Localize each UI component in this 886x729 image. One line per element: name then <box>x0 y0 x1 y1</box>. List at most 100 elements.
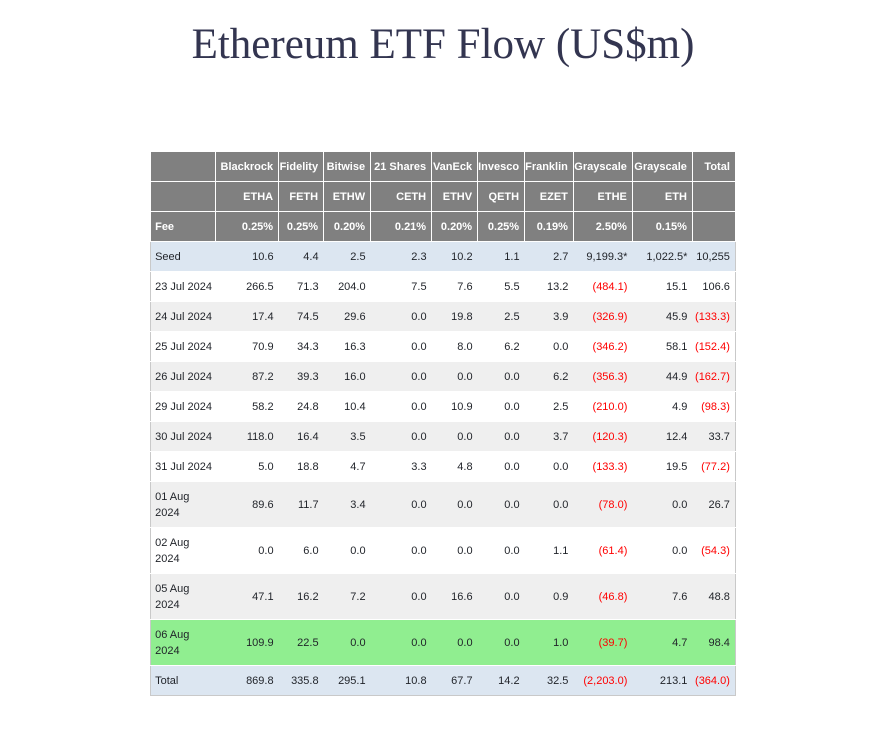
ticker-header-cell: ETH <box>631 181 693 212</box>
flow-value-cell: (346.2) <box>573 331 633 362</box>
fee-value-cell: 0.15% <box>631 211 693 242</box>
flow-value-cell: 5.0 <box>215 451 279 482</box>
flow-value-cell: 22.5 <box>278 619 324 666</box>
flow-value-cell: 19.5 <box>632 451 693 482</box>
flow-value-cell: 58.2 <box>215 391 279 422</box>
flow-value-cell: 335.8 <box>278 665 324 696</box>
flow-value-cell: (78.0) <box>573 481 633 528</box>
table-row: 26 Jul 2024 87.2 39.3 16.0 0.0 0.0 0.0 6.2 (356.… <box>150 361 736 392</box>
ticker-header-cell <box>691 181 736 212</box>
flow-value-cell: 0.0 <box>477 481 525 528</box>
fee-value-cell: 0.20% <box>323 211 372 242</box>
header-corner-cell <box>150 181 217 212</box>
flow-value-cell: 26.7 <box>692 481 736 528</box>
flow-value-cell: 0.0 <box>323 619 371 666</box>
flow-value-cell: 106.6 <box>692 271 736 302</box>
fee-value-cell: 0.20% <box>431 211 479 242</box>
flow-value-cell: 3.3 <box>370 451 432 482</box>
ticker-header-cell: ETHA <box>215 181 280 212</box>
flow-value-cell: 3.7 <box>524 421 574 452</box>
flow-value-cell: 0.0 <box>477 451 525 482</box>
flow-value-cell: (364.0) <box>692 665 736 696</box>
table-row: 29 Jul 2024 58.2 24.8 10.4 0.0 10.9 0.0 2.5 (210… <box>150 391 736 422</box>
flow-value-cell: (133.3) <box>573 451 633 482</box>
flow-value-cell: (77.2) <box>692 451 736 482</box>
flow-value-cell: (98.3) <box>692 391 736 422</box>
row-label: Seed <box>150 241 216 272</box>
row-label: 23 Jul 2024 <box>150 271 216 302</box>
flow-value-cell: 0.0 <box>524 331 574 362</box>
row-label: 30 Jul 2024 <box>150 421 216 452</box>
provider-header-cell: VanEck <box>431 151 479 182</box>
flow-value-cell: 17.4 <box>215 301 279 332</box>
provider-header-cell: Franklin <box>524 151 574 182</box>
flow-value-cell: 0.0 <box>524 481 574 528</box>
flow-value-cell: 89.6 <box>215 481 279 528</box>
flow-value-cell: 47.1 <box>215 573 279 620</box>
flow-value-cell: 10,255 <box>692 241 736 272</box>
flow-value-cell: 33.7 <box>692 421 736 452</box>
flow-value-cell: 1.0 <box>524 619 574 666</box>
flow-value-cell: 0.0 <box>632 527 693 574</box>
flow-value-cell: 58.1 <box>632 331 693 362</box>
flow-value-cell: 0.9 <box>524 573 574 620</box>
row-label: 02 Aug 2024 <box>150 527 216 574</box>
table-row: 23 Jul 2024 266.5 71.3 204.0 7.5 7.6 5.5 13.2 (4… <box>150 271 736 302</box>
flow-value-cell: 4.8 <box>431 451 478 482</box>
flow-value-cell: 0.0 <box>431 361 478 392</box>
flow-value-cell: 67.7 <box>431 665 478 696</box>
flow-value-cell: 1.1 <box>477 241 525 272</box>
flow-value-cell: 4.4 <box>278 241 324 272</box>
flow-value-cell: 0.0 <box>370 301 432 332</box>
flow-value-cell: 5.5 <box>477 271 525 302</box>
flow-value-cell: 0.0 <box>477 573 525 620</box>
table-row: 06 Aug 2024 109.9 22.5 0.0 0.0 0.0 0.0 1.0 (39.7… <box>150 619 736 666</box>
flow-value-cell: 11.7 <box>278 481 324 528</box>
flow-value-cell: 0.0 <box>431 619 478 666</box>
row-label: 05 Aug 2024 <box>150 573 216 620</box>
flow-value-cell: 8.0 <box>431 331 478 362</box>
flow-value-cell: 10.9 <box>431 391 478 422</box>
flow-value-cell: 16.2 <box>278 573 324 620</box>
row-label: Total <box>150 665 216 696</box>
table-header: Blackrock Fidelity Bitwise 21 Shares VanEck I… <box>150 151 736 242</box>
flow-value-cell: 98.4 <box>692 619 736 666</box>
ticker-header-cell: ETHW <box>323 181 372 212</box>
flow-value-cell: 39.3 <box>278 361 324 392</box>
table-body: Seed 10.6 4.4 2.5 2.3 10.2 1.1 2.7 9,199.3* 1,022… <box>150 241 736 696</box>
table-container: Blackrock Fidelity Bitwise 21 Shares VanEck I… <box>0 151 886 696</box>
table-row: Seed 10.6 4.4 2.5 2.3 10.2 1.1 2.7 9,199.3* 1,022… <box>150 241 736 272</box>
flow-value-cell: 71.3 <box>278 271 324 302</box>
flow-value-cell: 109.9 <box>215 619 279 666</box>
flow-value-cell: (326.9) <box>573 301 633 332</box>
flow-value-cell: 16.4 <box>278 421 324 452</box>
provider-header-cell: Invesco <box>477 151 526 182</box>
flow-value-cell: 204.0 <box>323 271 371 302</box>
flow-value-cell: 7.6 <box>632 573 693 620</box>
table-row: 05 Aug 2024 47.1 16.2 7.2 0.0 16.6 0.0 0.9 (46.8… <box>150 573 736 620</box>
row-label: 26 Jul 2024 <box>150 361 216 392</box>
flow-value-cell: 0.0 <box>370 361 432 392</box>
fee-value-cell: 2.50% <box>572 211 633 242</box>
table-row: 31 Jul 2024 5.0 18.8 4.7 3.3 4.8 0.0 0.0 (133.3)… <box>150 451 736 482</box>
flow-value-cell: 0.0 <box>370 573 432 620</box>
flow-value-cell: 7.6 <box>431 271 478 302</box>
flow-value-cell: (39.7) <box>573 619 633 666</box>
flow-value-cell: 0.0 <box>323 527 371 574</box>
flow-value-cell: 44.9 <box>632 361 693 392</box>
flow-value-cell: (210.0) <box>573 391 633 422</box>
flow-value-cell: 2.7 <box>524 241 574 272</box>
flow-value-cell: 0.0 <box>215 527 279 574</box>
table-row: 24 Jul 2024 17.4 74.5 29.6 0.0 19.8 2.5 3.9 (326… <box>150 301 736 332</box>
header-corner-cell: Fee <box>150 211 217 242</box>
flow-value-cell: 0.0 <box>477 361 525 392</box>
page-title: Ethereum ETF Flow (US$m) <box>191 21 695 68</box>
flow-value-cell: 0.0 <box>477 391 525 422</box>
flow-value-cell: 10.4 <box>323 391 371 422</box>
flow-value-cell: 24.8 <box>278 391 324 422</box>
flow-value-cell: 4.9 <box>632 391 693 422</box>
provider-header-cell: Fidelity <box>278 151 325 182</box>
flow-value-cell: (61.4) <box>573 527 633 574</box>
flow-value-cell: 869.8 <box>215 665 279 696</box>
provider-header-row: Blackrock Fidelity Bitwise 21 Shares VanEck I… <box>150 151 736 182</box>
